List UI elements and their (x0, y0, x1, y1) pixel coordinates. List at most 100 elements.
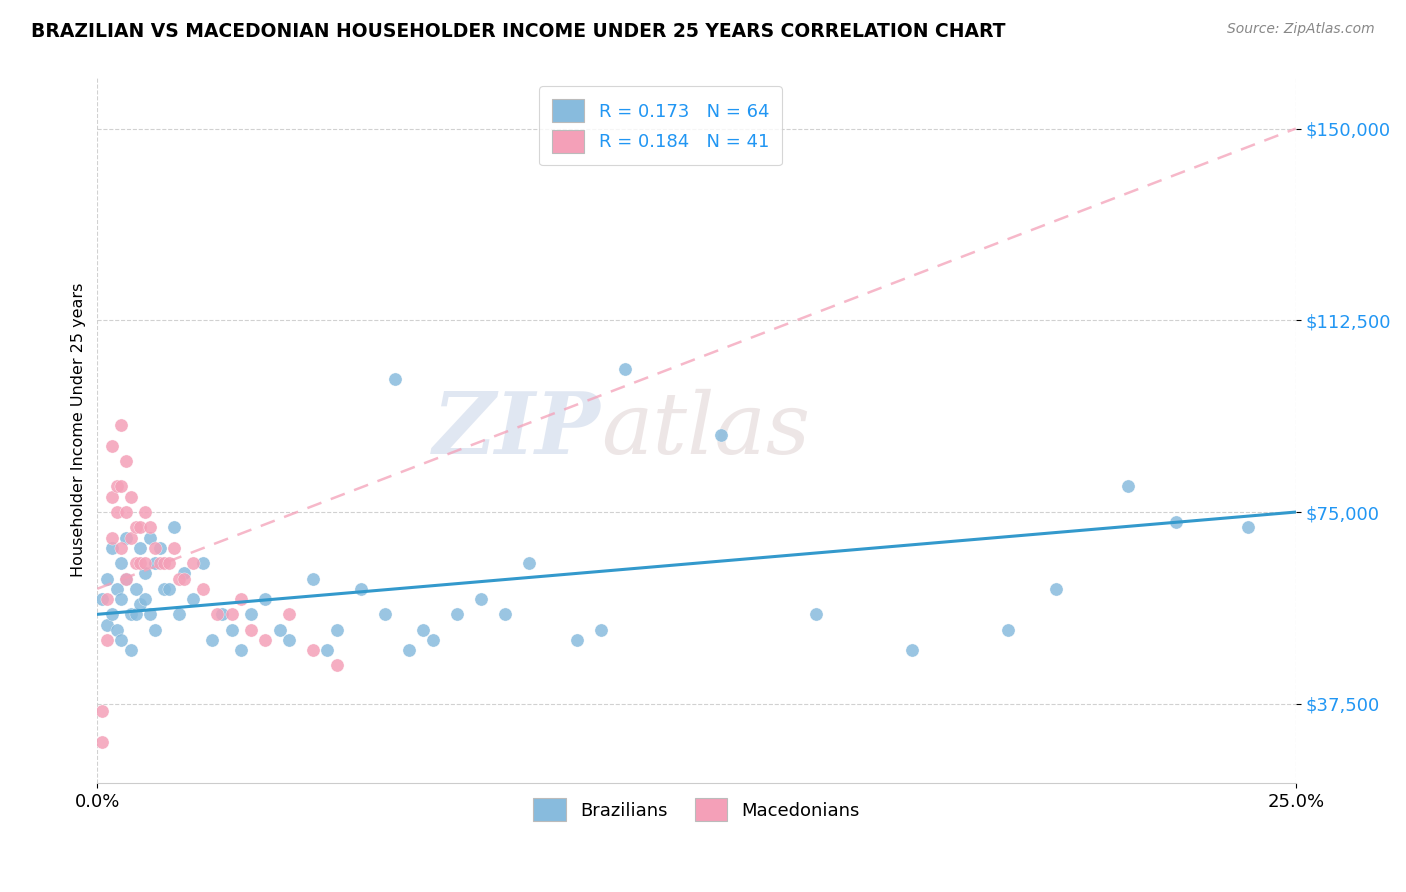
Point (125, 607, 148, 622)
Point (211, 607, 233, 622)
Point (384, 372, 406, 386)
Point (129, 597, 152, 611)
Point (105, 582, 128, 596)
Point (422, 632, 444, 647)
Point (143, 541, 166, 555)
Point (110, 632, 132, 647)
Text: Source: ZipAtlas.com: Source: ZipAtlas.com (1227, 22, 1375, 37)
Point (96, 632, 118, 647)
Point (374, 607, 396, 622)
Point (125, 556, 148, 570)
Point (129, 541, 152, 555)
Point (221, 607, 243, 622)
Point (115, 531, 138, 545)
Point (115, 505, 138, 519)
Point (105, 505, 128, 519)
Point (446, 607, 468, 622)
Point (91, 591, 114, 606)
Point (589, 623, 612, 637)
Point (326, 623, 349, 637)
Point (91, 705, 114, 719)
Point (239, 607, 262, 622)
Point (494, 607, 516, 622)
Point (326, 658, 349, 673)
Point (231, 643, 253, 657)
Point (398, 643, 420, 657)
Point (134, 591, 156, 606)
Point (167, 572, 190, 586)
Point (613, 362, 636, 376)
Point (350, 582, 373, 596)
Point (412, 623, 434, 637)
Point (565, 632, 588, 647)
Point (110, 591, 132, 606)
Point (302, 643, 325, 657)
Point (254, 591, 277, 606)
Point (157, 556, 180, 570)
Point (134, 566, 156, 581)
Point (1164, 516, 1187, 530)
Point (163, 541, 186, 555)
Point (110, 479, 132, 493)
Point (239, 623, 262, 637)
Point (100, 531, 122, 545)
Point (143, 556, 166, 570)
Point (100, 490, 122, 504)
Point (1237, 520, 1260, 534)
Point (120, 531, 142, 545)
Point (806, 607, 828, 622)
Point (278, 632, 301, 647)
Point (254, 632, 277, 647)
Point (149, 556, 172, 570)
Point (125, 520, 148, 534)
Point (173, 566, 195, 581)
Point (105, 623, 128, 637)
Text: ZIP: ZIP (433, 389, 600, 472)
Point (139, 531, 162, 545)
Point (517, 556, 540, 570)
Y-axis label: Householder Income Under 25 years: Householder Income Under 25 years (72, 283, 86, 577)
Point (173, 572, 195, 586)
Point (1045, 582, 1067, 596)
Point (96, 591, 118, 606)
Point (997, 623, 1019, 637)
Point (278, 607, 301, 622)
Point (110, 541, 132, 555)
Point (709, 428, 731, 442)
Point (269, 623, 291, 637)
Point (139, 520, 162, 534)
Point (96, 572, 118, 586)
Point (100, 607, 122, 622)
Point (115, 454, 138, 468)
Point (163, 520, 186, 534)
Point (191, 556, 214, 570)
Point (153, 582, 176, 596)
Point (96, 617, 118, 632)
Point (129, 520, 152, 534)
Point (110, 418, 132, 433)
Point (149, 541, 172, 555)
Point (302, 572, 325, 586)
Point (205, 607, 228, 622)
Point (134, 556, 156, 570)
Point (115, 572, 138, 586)
Point (139, 607, 162, 622)
Point (1116, 479, 1139, 493)
Point (125, 582, 148, 596)
Point (191, 582, 214, 596)
Point (181, 556, 204, 570)
Point (91, 735, 114, 749)
Point (316, 643, 339, 657)
Point (201, 632, 224, 647)
Text: BRAZILIAN VS MACEDONIAN HOUSEHOLDER INCOME UNDER 25 YEARS CORRELATION CHART: BRAZILIAN VS MACEDONIAN HOUSEHOLDER INCO… (31, 22, 1005, 41)
Point (134, 505, 156, 519)
Point (231, 591, 253, 606)
Point (470, 591, 492, 606)
Point (167, 607, 190, 622)
Point (100, 439, 122, 453)
Point (110, 556, 132, 570)
Point (129, 556, 152, 570)
Point (221, 623, 243, 637)
Point (901, 643, 924, 657)
Point (115, 572, 138, 586)
